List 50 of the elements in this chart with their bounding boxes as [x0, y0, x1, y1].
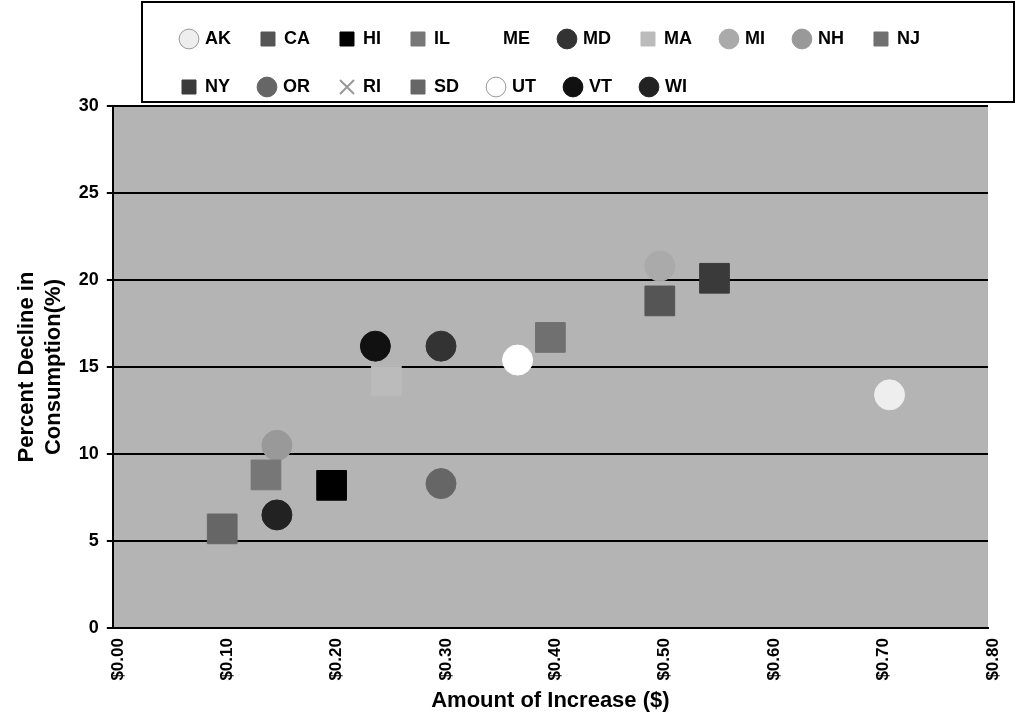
point: [425, 330, 457, 362]
x-tick-label: $0.40: [545, 638, 565, 681]
x-tick-label: $0.60: [763, 638, 783, 681]
point: [699, 262, 730, 294]
point: [502, 344, 534, 376]
point: [316, 470, 347, 501]
y-tick-label: 20: [78, 268, 99, 289]
point: [874, 379, 906, 411]
point: [425, 468, 457, 500]
x-tick-label: $0.10: [216, 638, 236, 681]
y-tick-label: 10: [78, 443, 99, 464]
point: [370, 365, 402, 397]
legend-label: VT: [589, 75, 613, 96]
text: ME: [502, 27, 530, 48]
legend-label: MA: [663, 27, 692, 48]
x-tick-label: $0.20: [326, 638, 346, 681]
legend-label: NH: [817, 27, 844, 48]
x-axis-title: Amount of Increase ($): [431, 686, 670, 712]
point: [359, 330, 391, 362]
y-tick-label: 15: [78, 356, 99, 376]
legend-label: NY: [205, 75, 231, 96]
legend-label: NJ: [896, 27, 920, 48]
legend-label: CA: [284, 27, 310, 48]
legend-label: IL: [434, 27, 450, 48]
x-tick-label: $0.80: [982, 638, 1002, 681]
y-tick-label: 0: [88, 617, 99, 638]
legend-label: SD: [434, 75, 460, 96]
y-tick-label: 5: [88, 530, 99, 551]
y-tick-label: 25: [78, 181, 99, 202]
legend-label: MI: [744, 27, 765, 48]
legend-label: AK: [205, 27, 231, 48]
legend-label: MD: [582, 27, 611, 48]
legend-label: HI: [363, 27, 381, 48]
point: [644, 285, 676, 317]
y-axis-title: Percent Decline in Consumption(%): [13, 271, 65, 463]
point: [644, 250, 676, 282]
legend-label: RI: [363, 75, 381, 96]
y-tick-label: 30: [78, 94, 99, 115]
point: [261, 499, 293, 531]
point: [535, 322, 566, 353]
x-tick-label: $0.30: [435, 638, 455, 681]
legend-label: WI: [665, 75, 687, 96]
legend-label: OR: [283, 75, 311, 96]
point: [206, 513, 238, 545]
point: [250, 459, 282, 491]
x-tick-label: $0.50: [654, 638, 674, 681]
x-tick-label: $0.70: [873, 638, 893, 681]
point: [261, 429, 293, 461]
x-tick-label: $0.00: [107, 638, 127, 681]
legend-label: UT: [512, 75, 537, 96]
